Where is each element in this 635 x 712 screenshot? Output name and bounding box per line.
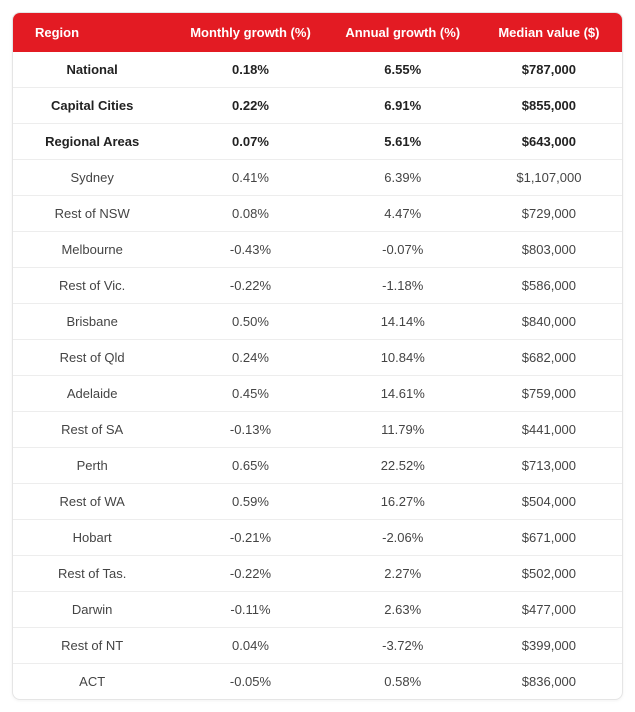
table-row: Rest of SA-0.13%11.79%$441,000 — [13, 412, 622, 448]
table-row: Melbourne-0.43%-0.07%$803,000 — [13, 232, 622, 268]
cell-monthly: 0.45% — [171, 376, 329, 412]
table-row: Rest of WA0.59%16.27%$504,000 — [13, 484, 622, 520]
cell-annual: 0.58% — [330, 664, 476, 700]
cell-annual: -2.06% — [330, 520, 476, 556]
cell-median: $840,000 — [476, 304, 622, 340]
cell-annual: 2.27% — [330, 556, 476, 592]
cell-median: $586,000 — [476, 268, 622, 304]
cell-median: $1,107,000 — [476, 160, 622, 196]
header-row: Region Monthly growth (%) Annual growth … — [13, 13, 622, 52]
table-row: Adelaide0.45%14.61%$759,000 — [13, 376, 622, 412]
col-header-median: Median value ($) — [476, 13, 622, 52]
growth-table: Region Monthly growth (%) Annual growth … — [13, 13, 622, 699]
table-row: Rest of Tas.-0.22%2.27%$502,000 — [13, 556, 622, 592]
table-row: Rest of NT0.04%-3.72%$399,000 — [13, 628, 622, 664]
cell-region: National — [13, 52, 171, 88]
cell-region: ACT — [13, 664, 171, 700]
col-header-region: Region — [13, 13, 171, 52]
cell-median: $855,000 — [476, 88, 622, 124]
cell-median: $643,000 — [476, 124, 622, 160]
cell-median: $787,000 — [476, 52, 622, 88]
cell-monthly: 0.50% — [171, 304, 329, 340]
cell-median: $477,000 — [476, 592, 622, 628]
cell-median: $803,000 — [476, 232, 622, 268]
cell-region: Perth — [13, 448, 171, 484]
cell-monthly: -0.05% — [171, 664, 329, 700]
cell-region: Darwin — [13, 592, 171, 628]
cell-monthly: 0.04% — [171, 628, 329, 664]
cell-median: $729,000 — [476, 196, 622, 232]
cell-monthly: 0.24% — [171, 340, 329, 376]
cell-median: $502,000 — [476, 556, 622, 592]
cell-monthly: -0.43% — [171, 232, 329, 268]
cell-region: Hobart — [13, 520, 171, 556]
table-body: National0.18%6.55%$787,000Capital Cities… — [13, 52, 622, 699]
col-header-annual: Annual growth (%) — [330, 13, 476, 52]
table-header: Region Monthly growth (%) Annual growth … — [13, 13, 622, 52]
table-row: Perth0.65%22.52%$713,000 — [13, 448, 622, 484]
cell-annual: 14.14% — [330, 304, 476, 340]
cell-annual: 22.52% — [330, 448, 476, 484]
table-row: Rest of Vic.-0.22%-1.18%$586,000 — [13, 268, 622, 304]
cell-annual: 11.79% — [330, 412, 476, 448]
cell-monthly: -0.21% — [171, 520, 329, 556]
cell-region: Rest of Vic. — [13, 268, 171, 304]
cell-annual: 6.91% — [330, 88, 476, 124]
table-row: Rest of Qld0.24%10.84%$682,000 — [13, 340, 622, 376]
cell-annual: 6.39% — [330, 160, 476, 196]
cell-region: Rest of SA — [13, 412, 171, 448]
cell-region: Melbourne — [13, 232, 171, 268]
cell-annual: -3.72% — [330, 628, 476, 664]
cell-median: $441,000 — [476, 412, 622, 448]
table-row: Sydney0.41%6.39%$1,107,000 — [13, 160, 622, 196]
cell-region: Rest of WA — [13, 484, 171, 520]
cell-region: Rest of NT — [13, 628, 171, 664]
table-row: Rest of NSW0.08%4.47%$729,000 — [13, 196, 622, 232]
cell-annual: -1.18% — [330, 268, 476, 304]
cell-annual: 16.27% — [330, 484, 476, 520]
cell-region: Rest of NSW — [13, 196, 171, 232]
cell-region: Regional Areas — [13, 124, 171, 160]
cell-annual: 4.47% — [330, 196, 476, 232]
table-row: Capital Cities0.22%6.91%$855,000 — [13, 88, 622, 124]
cell-median: $399,000 — [476, 628, 622, 664]
cell-monthly: -0.11% — [171, 592, 329, 628]
cell-monthly: 0.07% — [171, 124, 329, 160]
cell-region: Rest of Tas. — [13, 556, 171, 592]
cell-region: Capital Cities — [13, 88, 171, 124]
cell-monthly: 0.65% — [171, 448, 329, 484]
cell-median: $836,000 — [476, 664, 622, 700]
cell-median: $713,000 — [476, 448, 622, 484]
cell-annual: 14.61% — [330, 376, 476, 412]
cell-median: $682,000 — [476, 340, 622, 376]
cell-annual: -0.07% — [330, 232, 476, 268]
cell-monthly: 0.59% — [171, 484, 329, 520]
table-row: Regional Areas0.07%5.61%$643,000 — [13, 124, 622, 160]
table-row: Darwin-0.11%2.63%$477,000 — [13, 592, 622, 628]
cell-region: Sydney — [13, 160, 171, 196]
cell-monthly: 0.41% — [171, 160, 329, 196]
cell-median: $671,000 — [476, 520, 622, 556]
cell-annual: 5.61% — [330, 124, 476, 160]
growth-table-container: Region Monthly growth (%) Annual growth … — [12, 12, 623, 700]
cell-annual: 2.63% — [330, 592, 476, 628]
cell-monthly: 0.18% — [171, 52, 329, 88]
cell-median: $759,000 — [476, 376, 622, 412]
cell-monthly: -0.22% — [171, 268, 329, 304]
cell-annual: 10.84% — [330, 340, 476, 376]
cell-monthly: 0.22% — [171, 88, 329, 124]
cell-monthly: -0.13% — [171, 412, 329, 448]
cell-region: Brisbane — [13, 304, 171, 340]
col-header-monthly: Monthly growth (%) — [171, 13, 329, 52]
table-row: ACT-0.05%0.58%$836,000 — [13, 664, 622, 700]
cell-median: $504,000 — [476, 484, 622, 520]
cell-annual: 6.55% — [330, 52, 476, 88]
cell-region: Rest of Qld — [13, 340, 171, 376]
table-row: National0.18%6.55%$787,000 — [13, 52, 622, 88]
table-row: Brisbane0.50%14.14%$840,000 — [13, 304, 622, 340]
cell-monthly: -0.22% — [171, 556, 329, 592]
table-row: Hobart-0.21%-2.06%$671,000 — [13, 520, 622, 556]
cell-region: Adelaide — [13, 376, 171, 412]
cell-monthly: 0.08% — [171, 196, 329, 232]
